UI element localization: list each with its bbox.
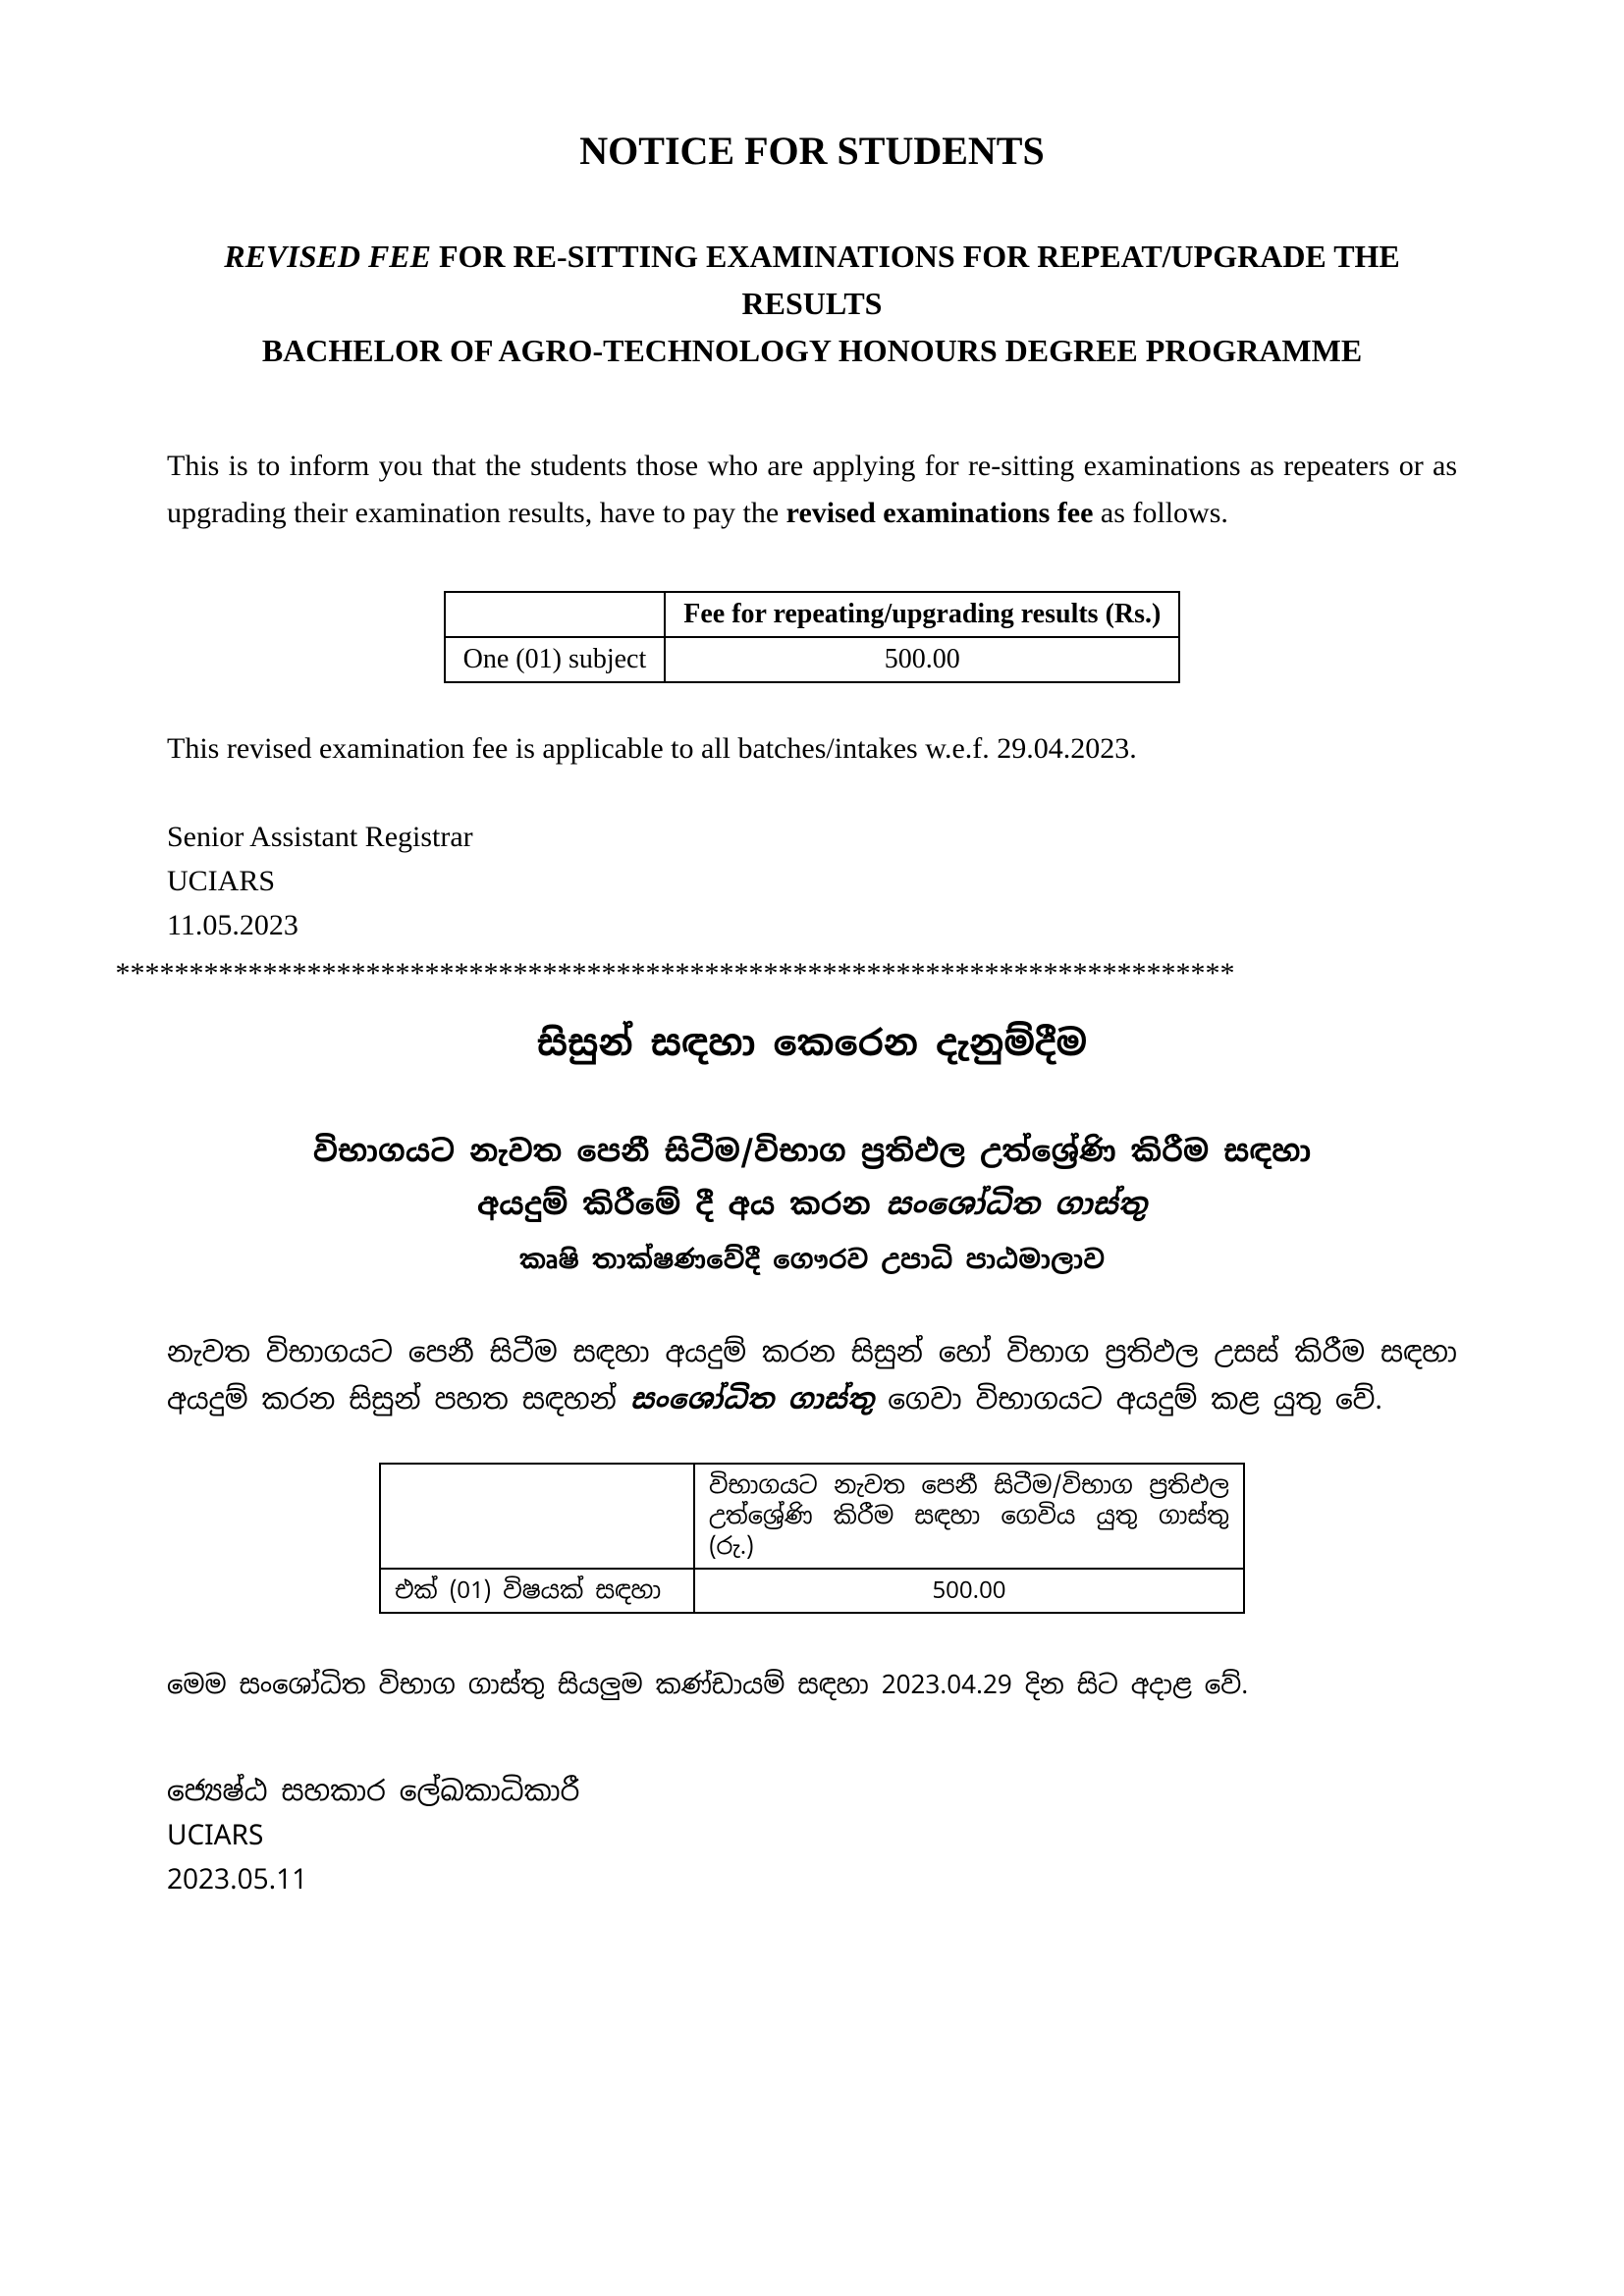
- fee-table: Fee for repeating/upgrading results (Rs.…: [444, 591, 1181, 683]
- separator: ****************************************…: [115, 957, 1508, 990]
- sinhala-fee-header: විභාගයට නැවත පෙනී සිටීම/විභාග ප්‍රතිඵල උ…: [694, 1464, 1244, 1569]
- sinhala-signature-block: ජ්‍යෙෂ්ඨ සහකාර ලේඛකාධිකාරී UCIARS 2023.0…: [167, 1770, 1457, 1901]
- sinhala-section: සිසුන් සඳහා කෙරෙන දැනුම්දීම විභාගයට නැවත…: [167, 1020, 1457, 1902]
- row-value: 500.00: [665, 637, 1179, 682]
- sinhala-sig-title: ජ්‍යෙෂ්ඨ සහකාර ලේඛකාධිකාරී: [167, 1770, 1457, 1814]
- sinhala-subtitle: විභාගයට නැවත පෙනී සිටීම/විභාග ප්‍රතිඵල උ…: [167, 1125, 1457, 1231]
- table-row: එක් (01) විෂයක් සඳහා 500.00: [380, 1569, 1244, 1613]
- sig-org: UCIARS: [167, 859, 1457, 903]
- empty-header-cell: [380, 1464, 694, 1569]
- table-row: Fee for repeating/upgrading results (Rs.…: [445, 592, 1180, 637]
- sinhala-row-label: එක් (01) විෂයක් සඳහා: [380, 1569, 694, 1613]
- subtitle-italic: REVISED FEE: [224, 239, 431, 274]
- sinhala-subtitle-line2a: අයදුම් කිරීමේ දී අය කරන: [477, 1185, 886, 1223]
- row-label: One (01) subject: [445, 637, 666, 682]
- main-title: NOTICE FOR STUDENTS: [167, 128, 1457, 174]
- sig-title: Senior Assistant Registrar: [167, 815, 1457, 859]
- sig-date: 11.05.2023: [167, 903, 1457, 947]
- sinhala-subtitle-italic: සංශෝධිත ගාස්තු: [886, 1185, 1147, 1223]
- note: This revised examination fee is applicab…: [167, 732, 1457, 766]
- sinhala-fee-table: විභාගයට නැවත පෙනී සිටීම/විභාග ප්‍රතිඵල උ…: [379, 1463, 1245, 1614]
- sinhala-subtitle-line1: විභාගයට නැවත පෙනී සිටීම/විභාග ප්‍රතිඵල උ…: [167, 1125, 1457, 1178]
- subtitle-line2: BACHELOR OF AGRO-TECHNOLOGY HONOURS DEGR…: [262, 333, 1362, 368]
- subtitle-rest: FOR RE-SITTING EXAMINATIONS FOR REPEAT/U…: [431, 239, 1400, 321]
- sinhala-note: මෙම සංශෝධිත විභාග ගාස්තු සියලුම කණ්ඩායම්…: [167, 1668, 1457, 1701]
- subtitle: REVISED FEE FOR RE-SITTING EXAMINATIONS …: [167, 233, 1457, 374]
- sinhala-sig-date: 2023.05.11: [167, 1858, 1457, 1902]
- table-row: One (01) subject 500.00: [445, 637, 1180, 682]
- sinhala-body: නැවත විභාගයට පෙනී සිටීම සඳහා අයදුම් කරන …: [167, 1330, 1457, 1423]
- sinhala-subtitle-line2: අයදුම් කිරීමේ දී අය කරන සංශෝධිත ගාස්තු: [167, 1178, 1457, 1231]
- empty-header-cell: [445, 592, 666, 637]
- sinhala-row-value: 500.00: [694, 1569, 1244, 1613]
- body-paragraph: This is to inform you that the students …: [167, 443, 1457, 537]
- sinhala-body-bold: සංශෝධිත ගාස්තු: [630, 1382, 875, 1417]
- body-bold: revised examinations fee: [786, 497, 1094, 529]
- body-part2: as follows.: [1093, 497, 1228, 529]
- sinhala-main-title: සිසුන් සඳහා කෙරෙන දැනුම්දීම: [167, 1020, 1457, 1066]
- sinhala-body-part2: ගෙවා විභාගයට අයදුම් කළ යුතු වේ.: [874, 1382, 1382, 1417]
- fee-header: Fee for repeating/upgrading results (Rs.…: [665, 592, 1179, 637]
- signature-block: Senior Assistant Registrar UCIARS 11.05.…: [167, 815, 1457, 947]
- sinhala-programme: කෘෂි තාක්ෂණවේදී ගෞරව උපාධි පාඨමාලාව: [167, 1243, 1457, 1276]
- sinhala-sig-org: UCIARS: [167, 1814, 1457, 1858]
- table-row: විභාගයට නැවත පෙනී සිටීම/විභාග ප්‍රතිඵල උ…: [380, 1464, 1244, 1569]
- english-section: NOTICE FOR STUDENTS REVISED FEE FOR RE-S…: [167, 128, 1457, 947]
